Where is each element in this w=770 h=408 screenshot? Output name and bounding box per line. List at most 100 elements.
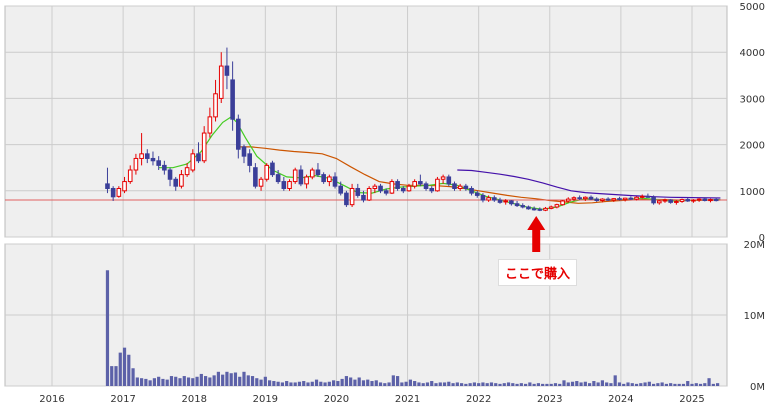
- year-tick-label: 2021: [395, 394, 420, 405]
- price-tick-label: 3000: [740, 94, 765, 105]
- volume-bar: [336, 381, 340, 386]
- volume-bar: [434, 383, 438, 386]
- volume-bar: [293, 382, 297, 386]
- volume-bar: [152, 378, 156, 386]
- candle-body: [571, 197, 577, 200]
- volume-bar: [622, 383, 626, 386]
- candle-body: [503, 200, 508, 203]
- volume-bar: [233, 372, 238, 386]
- candle-body: [224, 65, 230, 76]
- volume-bar: [698, 383, 703, 386]
- candle-body: [412, 181, 417, 187]
- volume-bar: [442, 382, 447, 386]
- volume-bar: [387, 382, 391, 386]
- volume-bar: [506, 382, 511, 386]
- volume-bar: [639, 383, 643, 386]
- volume-bar: [417, 382, 421, 386]
- volume-bar: [161, 378, 165, 386]
- candle-body: [400, 187, 406, 192]
- year-tick-label: 2020: [324, 394, 349, 405]
- volume-bar: [366, 379, 370, 386]
- price-tick-label: 4000: [740, 48, 765, 59]
- volume-bar: [319, 381, 323, 386]
- candle-body: [201, 132, 207, 162]
- candle-body: [321, 174, 326, 183]
- candle-body: [588, 196, 594, 200]
- volume-bar: [302, 381, 306, 386]
- candle-body: [696, 198, 702, 201]
- candle-body: [497, 199, 503, 203]
- candle-body: [281, 181, 287, 189]
- volume-bar: [711, 383, 715, 386]
- candle-body: [110, 187, 116, 198]
- volume-bar: [630, 383, 634, 386]
- candle-body: [639, 195, 645, 198]
- volume-bar: [208, 377, 212, 386]
- candle-body: [577, 197, 582, 200]
- volume-bar: [694, 383, 698, 386]
- volume-bar: [690, 383, 694, 386]
- volume-bar: [204, 376, 208, 386]
- volume-bar: [148, 380, 152, 386]
- candle-body: [605, 198, 611, 201]
- candle-body: [486, 197, 491, 201]
- candle-body: [383, 190, 389, 194]
- candle-body: [656, 200, 662, 204]
- candle-body: [162, 164, 167, 171]
- candle-body: [264, 164, 270, 180]
- volume-bar: [413, 381, 417, 386]
- volume-bar: [250, 376, 255, 386]
- volume-bar: [575, 381, 579, 386]
- volume-bar: [349, 377, 353, 386]
- candle-body: [247, 153, 252, 166]
- volume-bar: [216, 371, 220, 386]
- volume-bar: [656, 383, 660, 386]
- volume-bar: [110, 366, 114, 386]
- volume-bar: [592, 381, 596, 386]
- volume-bar: [455, 382, 459, 386]
- candle-body: [309, 169, 315, 178]
- candle-body: [526, 206, 531, 210]
- candle-body: [213, 93, 218, 118]
- candle-body: [440, 176, 446, 180]
- volume-bar: [255, 378, 259, 386]
- volume-bar: [681, 383, 686, 386]
- volume-bar: [242, 371, 246, 386]
- volume-bar: [383, 383, 387, 386]
- year-tick-label: 2025: [679, 394, 704, 405]
- candle-body: [332, 176, 338, 187]
- volume-bar: [174, 376, 178, 386]
- candle-body: [304, 176, 309, 185]
- volume-bar: [327, 381, 331, 386]
- volume-bar: [673, 383, 677, 386]
- volume-bar: [310, 381, 314, 386]
- candle-body: [355, 187, 361, 196]
- volume-bar: [583, 381, 587, 386]
- candle-body: [531, 208, 537, 211]
- volume-bar: [157, 376, 161, 386]
- volume-bar: [344, 376, 348, 386]
- candle-body: [651, 196, 656, 204]
- volume-bar: [122, 347, 127, 386]
- volume-bar: [391, 375, 395, 386]
- volume-bar: [447, 381, 451, 386]
- volume-bar: [460, 383, 464, 386]
- volume-bar: [396, 376, 400, 386]
- candle-body: [662, 199, 668, 202]
- buy-annotation-label: ここで購入: [498, 259, 578, 286]
- volume-tick-label: 20M: [744, 240, 765, 251]
- volume-bar: [408, 379, 412, 386]
- volume-bar: [421, 383, 425, 386]
- candle-body: [452, 183, 457, 189]
- candle-body: [628, 197, 634, 200]
- volume-bar: [131, 368, 135, 386]
- volume-bar: [285, 381, 289, 386]
- volume-bar: [229, 373, 233, 386]
- volume-bar: [566, 382, 570, 386]
- candle-body: [600, 198, 605, 202]
- volume-bar: [677, 383, 681, 386]
- candle-body: [565, 198, 571, 202]
- x-axis-labels: 2016 2017 2018 2019 2020 2021 2022 2023 2024 2025: [39, 394, 704, 405]
- candle-body: [537, 208, 543, 211]
- candle-body: [406, 185, 412, 192]
